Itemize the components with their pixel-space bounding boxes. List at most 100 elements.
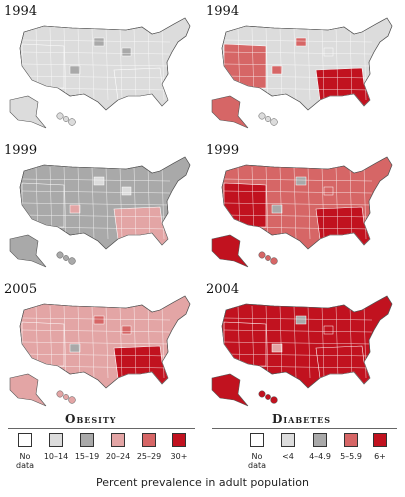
state-border-line (91, 166, 95, 240)
state-border-line (147, 305, 151, 379)
legend-swatch (250, 433, 264, 447)
legend-title-diabetes: Diabetes (272, 412, 332, 426)
state-shape (271, 343, 283, 353)
us-outline (19, 156, 191, 250)
state-border-line (265, 27, 269, 101)
state-border-line (265, 305, 269, 379)
hawaii-island (258, 390, 266, 398)
state-border-line (21, 226, 171, 230)
state-border-line (77, 166, 81, 240)
state-border-line (223, 202, 373, 206)
south-states-region (315, 345, 371, 385)
state-border-line (21, 190, 171, 194)
alaska-shape (9, 234, 47, 268)
state-border-line (307, 166, 311, 240)
legend-label: 5–5.9 (340, 452, 362, 461)
state-border-line (133, 166, 137, 240)
map-panel-diabetes-2004: 2004 (204, 282, 404, 414)
state-shape (295, 37, 307, 47)
state-border-line (91, 305, 95, 379)
state-border-line (349, 166, 353, 240)
hawaii-island (258, 251, 266, 259)
state-shape (93, 315, 105, 325)
legend-label: 20–24 (105, 452, 131, 461)
alaska-shape (211, 95, 249, 129)
state-shape (271, 204, 283, 214)
hawaii-island (63, 394, 69, 400)
legend-label: 15–19 (74, 452, 100, 461)
us-outline (221, 295, 393, 389)
state-border-line (119, 27, 123, 101)
state-border-line (223, 75, 373, 79)
state-border-line (335, 305, 339, 379)
state-shape (295, 176, 307, 186)
legend-swatch (49, 433, 63, 447)
south-states-region (113, 206, 169, 246)
state-border-line (279, 166, 283, 240)
figure-caption: Percent prevalence in adult population (96, 476, 309, 489)
state-borders (21, 166, 171, 240)
state-borders (21, 27, 171, 101)
legend-swatch (172, 433, 186, 447)
hawaii-island (56, 390, 64, 398)
panel-year-label: 1999 (4, 143, 38, 158)
state-shape (69, 65, 81, 75)
state-border-line (223, 178, 373, 182)
state-border-line (223, 51, 373, 55)
legend-label: 25–29 (136, 452, 162, 461)
legend-label: 4–4.9 (309, 452, 331, 461)
hawaii-island (68, 257, 76, 265)
state-border-line (293, 27, 297, 101)
hawaii-island (270, 118, 278, 126)
west-states-region (21, 321, 65, 367)
us-map-diabetes-1994 (211, 17, 393, 129)
state-border-line (21, 63, 171, 67)
us-map-obesity-1994 (9, 17, 191, 129)
west-states-region (21, 182, 65, 228)
panel-year-label: 2004 (206, 282, 240, 297)
legend-rule-obesity (8, 428, 195, 429)
map-panel-diabetes-1994: 1994 (204, 4, 404, 136)
state-border-line (119, 166, 123, 240)
state-shape (93, 176, 105, 186)
legend-label: No data (15, 452, 35, 470)
state-border-line (349, 27, 353, 101)
state-border-line (21, 341, 171, 345)
state-border-line (265, 166, 269, 240)
panel-year-label: 1999 (206, 143, 240, 158)
alaska-shape (9, 95, 47, 129)
south-states-region (113, 67, 169, 107)
state-border-line (223, 190, 373, 194)
state-border-line (21, 51, 171, 55)
hawaii-island (258, 112, 266, 120)
state-border-line (91, 27, 95, 101)
state-border-line (335, 166, 339, 240)
us-outline (19, 17, 191, 111)
state-border-line (49, 27, 53, 101)
us-outline (19, 295, 191, 389)
us-map-diabetes-2004 (211, 295, 393, 407)
legend-label: 30+ (170, 452, 188, 461)
panel-year-label: 2005 (4, 282, 38, 297)
legend-swatch (313, 433, 327, 447)
us-map-obesity-1999 (9, 156, 191, 268)
state-border-line (49, 166, 53, 240)
panel-year-label: 1994 (206, 4, 240, 19)
state-border-line (133, 305, 137, 379)
map-panel-diabetes-1999: 1999 (204, 143, 404, 275)
alaska-shape (211, 234, 249, 268)
state-border-line (21, 75, 171, 79)
alaska-shape (9, 373, 47, 407)
us-map-diabetes-1999 (211, 156, 393, 268)
state-border-line (21, 178, 171, 182)
legend-rule-diabetes (212, 428, 397, 429)
state-border-line (21, 365, 171, 369)
map-panel-obesity-1994: 1994 (2, 4, 202, 136)
state-shape (121, 186, 132, 196)
state-border-line (251, 166, 255, 240)
state-shape (323, 325, 334, 335)
hawaii-island (68, 396, 76, 404)
state-border-line (223, 87, 373, 91)
state-border-line (63, 305, 67, 379)
us-outline (221, 156, 393, 250)
